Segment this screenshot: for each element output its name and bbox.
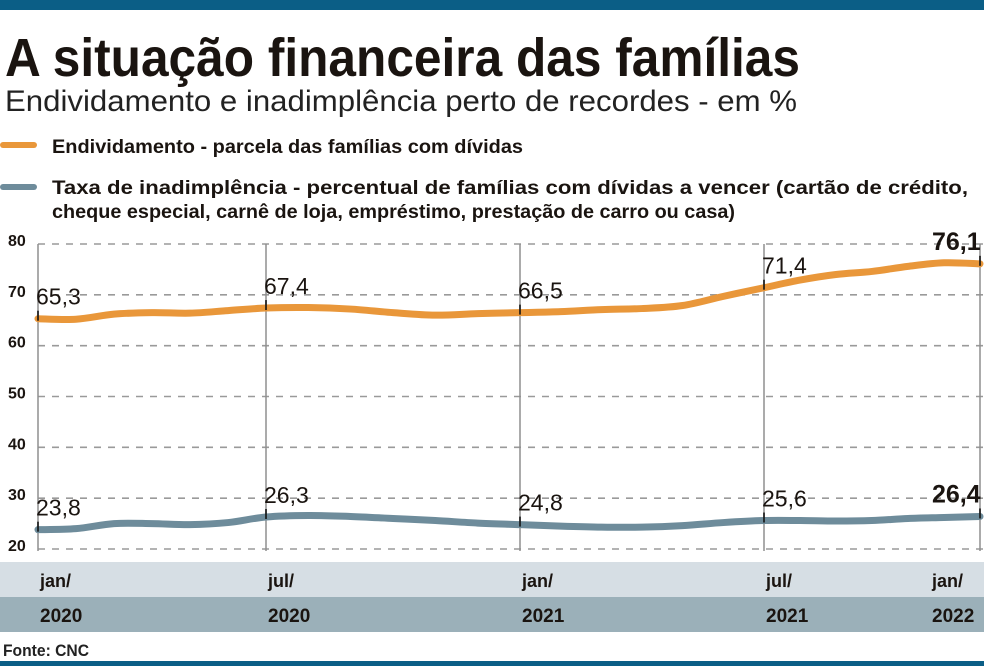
x-axis: jan/2020 jul/2020 jan/2021 jul/2021 jan/2022 <box>39 571 974 627</box>
x-tick-year: 2020 <box>268 606 310 627</box>
legend-swatch-endividamento <box>0 142 37 148</box>
series-line-endividamento <box>34 259 984 323</box>
top-bar <box>0 0 984 10</box>
chart-title: A situação financeira das famílias <box>5 28 800 88</box>
legend-label-endividamento: Endividamento - parcela das famílias com… <box>52 137 523 158</box>
x-tick-month: jul/ <box>765 571 792 591</box>
y-tick-label: 30 <box>8 487 26 504</box>
source-note: Fonte: CNC <box>3 641 89 660</box>
x-tick-month: jan/ <box>521 571 553 591</box>
data-label: 67,4 <box>264 273 309 299</box>
data-label: 76,1 <box>932 228 981 256</box>
data-label: 26,4 <box>932 480 981 508</box>
x-tick-year: 2021 <box>766 606 809 627</box>
x-tick-year: 2021 <box>522 606 565 627</box>
x-tick-year: 2020 <box>40 606 82 627</box>
x-tick-month: jan/ <box>931 571 963 591</box>
bottom-bar <box>0 661 984 666</box>
legend-swatch-inadimplencia <box>0 184 37 190</box>
y-tick-label: 40 <box>8 436 26 453</box>
series-line-inadimplencia <box>34 511 984 534</box>
data-label: 25,6 <box>762 486 807 512</box>
chart-subtitle: Endividamento e inadimplência perto de r… <box>5 85 797 118</box>
data-label: 71,4 <box>762 253 807 279</box>
y-axis: 20 30 40 50 60 70 80 <box>8 233 26 555</box>
data-label: 24,8 <box>518 490 563 516</box>
legend-label-inadimplencia-line2: cheque especial, carnê de loja, emprésti… <box>52 202 735 223</box>
annotations: 65,3 67,4 66,5 71,4 76,1 23,8 26,3 24,8 25,6 26,4 <box>36 228 981 532</box>
y-tick-label: 20 <box>8 538 26 555</box>
data-label: 66,5 <box>518 278 563 304</box>
y-tick-label: 50 <box>8 386 26 403</box>
x-tick-month: jul/ <box>267 571 294 591</box>
y-tick-label: 80 <box>8 233 26 250</box>
month-band <box>0 562 984 597</box>
gridlines <box>37 243 984 551</box>
y-tick-label: 60 <box>8 335 26 352</box>
legend-label-inadimplencia-line1: Taxa de inadimplência - percentual de fa… <box>52 178 968 199</box>
x-tick-month: jan/ <box>39 571 71 591</box>
year-band <box>0 597 984 632</box>
data-label: 65,3 <box>36 284 81 310</box>
y-tick-label: 70 <box>8 284 26 301</box>
data-label: 23,8 <box>36 495 81 521</box>
data-label: 26,3 <box>264 482 309 508</box>
x-tick-year: 2022 <box>932 606 974 627</box>
